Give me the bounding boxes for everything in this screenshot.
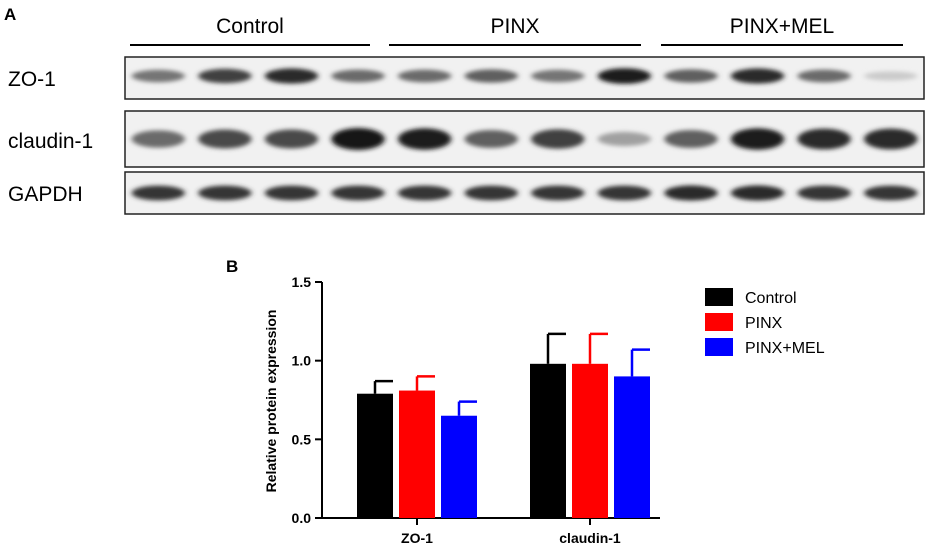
group-label-pinx-mel: PINX+MEL [730,15,834,38]
x-tick-label-zo-1: ZO-1 [401,530,433,546]
legend-label-pinx-mel: PINX+MEL [745,340,825,357]
bar-pinx-zo-1 [399,390,435,518]
legend-label-pinx: PINX [745,315,783,332]
blot-band-zo-1-lane-3 [264,68,319,84]
blot-band-claudin-1-lane-9 [664,130,718,148]
blot-band-zo-1-lane-9 [664,69,718,83]
blot-band-zo-1-lane-8 [597,68,652,84]
blot-band-claudin-1-lane-3 [264,129,319,149]
blot-strip-zo-1 [124,56,925,100]
blot-band-zo-1-lane-4 [331,69,385,83]
x-tick-label-claudin-1: claudin-1 [559,530,621,546]
bar-control-zo-1 [357,393,393,518]
blot-band-gapdh-lane-7 [531,185,585,201]
blot-band-gapdh-lane-11 [797,185,851,201]
blot-band-gapdh-lane-5 [397,185,452,201]
blot-band-zo-1-lane-12 [864,71,918,81]
blot-band-zo-1-lane-5 [397,69,452,83]
chart-axes: 0.0 0.5 1.0 1.5 ZO-1 claudin-1 [292,274,660,546]
y-tick-label-1-5: 1.5 [292,274,312,290]
y-tick-label-1-0: 1.0 [292,353,312,369]
blot-row-label-gapdh: GAPDH [8,183,83,206]
y-axis-label: Relative protein expression [263,310,279,493]
legend-label-control: Control [745,290,797,307]
blot-group-headers: Control PINX PINX+MEL [130,15,903,46]
bar-pinx-mel-zo-1 [441,415,477,518]
blot-band-zo-1-lane-2 [198,68,252,84]
blot-row-label-claudin-1: claudin-1 [8,130,93,153]
legend-swatch-pinx [705,313,733,331]
blot-rows: ZO-1 claudin-1 GAPDH [8,56,925,215]
blot-strip-claudin-1 [124,110,925,168]
blot-band-gapdh-lane-10 [730,185,785,201]
legend-swatch-pinx-mel [705,338,733,356]
blot-band-zo-1-lane-7 [531,69,585,83]
blot-band-gapdh-lane-2 [198,185,252,201]
blot-band-gapdh-lane-4 [331,185,385,201]
blot-band-gapdh-lane-1 [131,185,185,201]
blot-band-claudin-1-lane-11 [797,128,851,150]
blot-band-claudin-1-lane-2 [198,129,252,149]
bar-control-claudin-1 [530,363,566,518]
bar-pinx-claudin-1 [572,363,608,518]
blot-band-gapdh-lane-8 [597,185,652,201]
panel-a-label: A [4,5,16,24]
blot-band-claudin-1-lane-4 [331,128,385,150]
y-tick-label-0-5: 0.5 [292,431,312,447]
blot-row-label-zo-1: ZO-1 [8,68,56,91]
blot-band-claudin-1-lane-10 [730,128,785,150]
group-label-control: Control [216,15,284,38]
blot-band-gapdh-lane-6 [464,185,518,201]
blot-band-zo-1-lane-11 [797,69,851,83]
blot-band-zo-1-lane-6 [464,69,518,83]
blot-band-zo-1-lane-1 [131,69,185,83]
legend-swatch-control [705,288,733,306]
chart-bars [357,332,650,518]
blot-band-claudin-1-lane-8 [597,131,652,147]
blot-band-gapdh-lane-3 [264,185,319,201]
blot-band-claudin-1-lane-5 [397,128,452,150]
y-tick-label-0-0: 0.0 [292,510,312,526]
group-label-pinx: PINX [490,15,539,38]
blot-band-gapdh-lane-12 [864,185,918,201]
bar-pinx-mel-claudin-1 [614,376,650,518]
blot-band-claudin-1-lane-1 [131,130,185,148]
panel-b-bar-chart: B Relative protein expression 0.0 0.5 1.0 1… [226,257,825,546]
chart-legend: Control PINX PINX+MEL [705,288,825,357]
blot-strip-gapdh [124,171,925,215]
panel-b-label: B [226,257,238,276]
blot-band-claudin-1-lane-7 [531,129,585,149]
blot-band-claudin-1-lane-6 [464,130,518,148]
blot-band-claudin-1-lane-12 [864,128,918,150]
blot-band-gapdh-lane-9 [664,185,718,201]
panel-a-western-blot: A Control PINX PINX+MEL ZO-1 claudin-1 GAPDH [4,5,925,215]
blot-band-zo-1-lane-10 [730,68,785,84]
